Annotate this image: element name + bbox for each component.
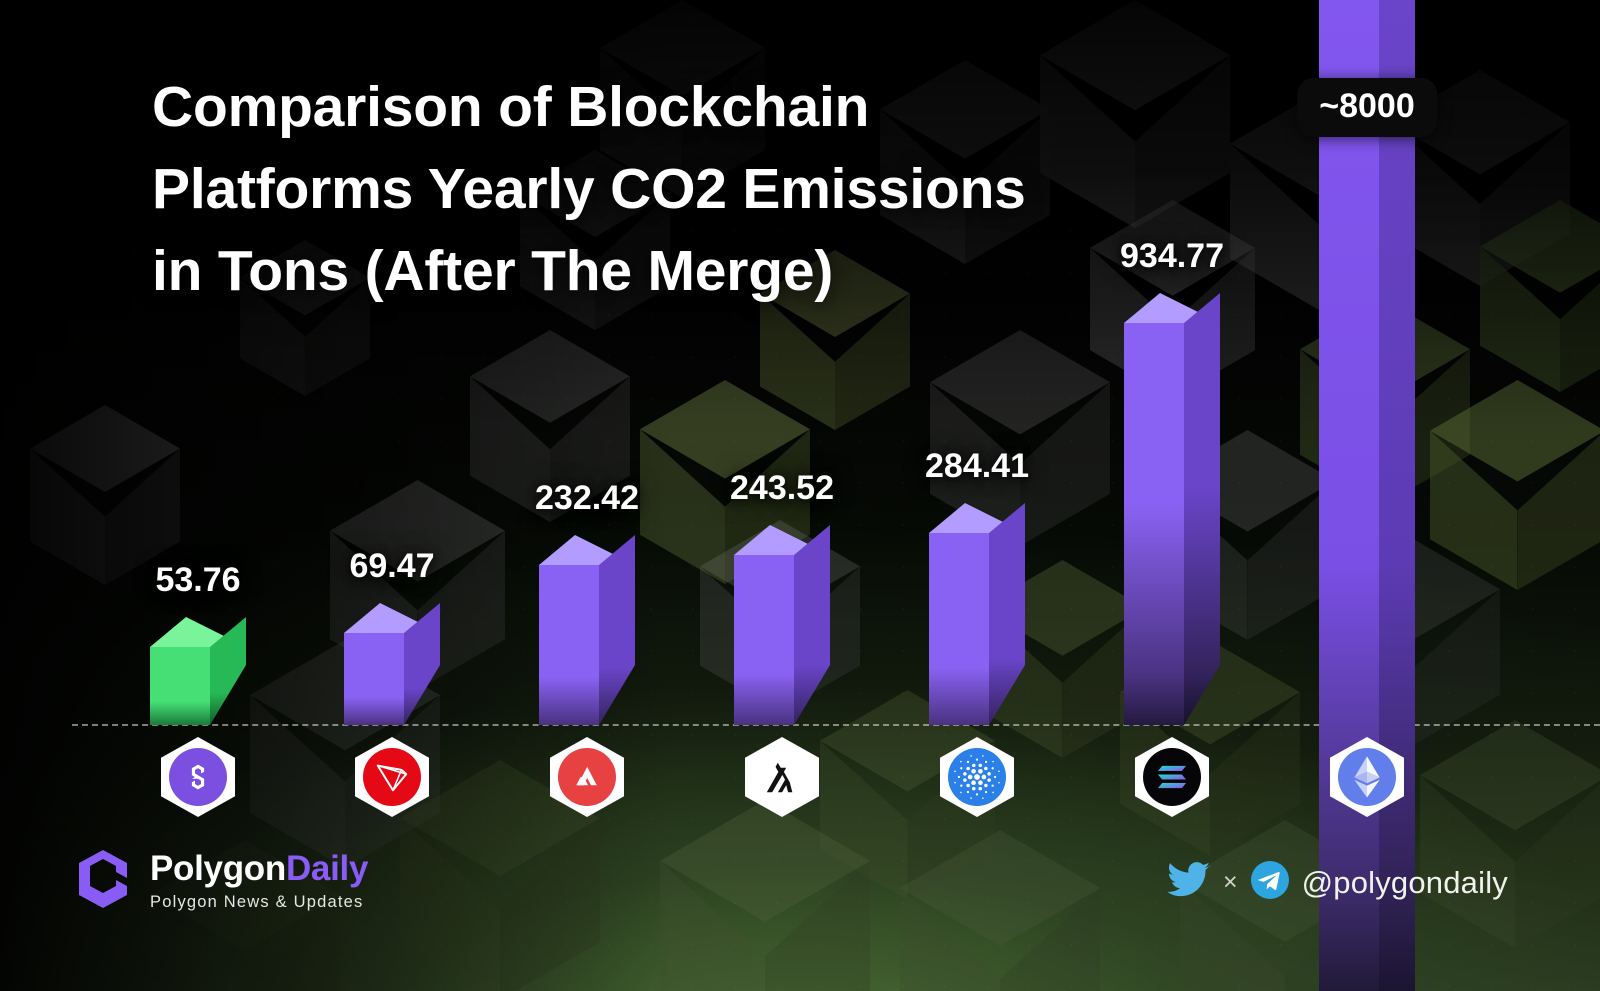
bar: [344, 603, 440, 725]
bar-left-face: [1124, 323, 1184, 725]
chart-title: Comparison of Blockchain Platforms Yearl…: [152, 75, 1026, 304]
polygon-daily-hex-icon: [72, 846, 134, 917]
bar-value-badge: ~8000: [1297, 78, 1437, 137]
bar: [1319, 0, 1415, 991]
brand-name-accent: Daily: [285, 848, 369, 888]
bar-right-face: [794, 525, 830, 725]
bar-value-label: 69.47: [349, 547, 435, 585]
bar-value-label: 284.41: [925, 447, 1029, 485]
bar-left-face: [344, 633, 404, 725]
ethereum-icon: [1330, 737, 1404, 817]
polygon-icon: [161, 737, 235, 817]
algorand-icon: [745, 737, 819, 817]
bar-left-face: [929, 533, 989, 725]
bar-left-face: [539, 565, 599, 725]
social-handle: @polygondaily: [1301, 864, 1508, 900]
social-handles: × @polygondaily: [1167, 861, 1508, 904]
ethereum-mark: [1338, 748, 1396, 806]
cardano-icon: [940, 737, 1014, 817]
bar-value-label: 934.77: [1120, 237, 1224, 275]
bar: [539, 535, 635, 725]
bar-value-label: 53.76: [155, 561, 241, 599]
bar-right-face: [599, 535, 635, 725]
chart-baseline: [72, 724, 1600, 726]
bar: [150, 617, 246, 725]
tron-mark: [363, 748, 421, 806]
polygon-mark: [169, 748, 227, 806]
solana-mark: [1143, 748, 1201, 806]
bar: [1124, 293, 1220, 725]
bar: [734, 525, 830, 725]
avalanche-icon: [550, 737, 624, 817]
brand-logo: PolygonDaily Polygon News & Updates: [72, 846, 368, 917]
brand-tagline: Polygon News & Updates: [150, 893, 364, 912]
solana-icon: [1135, 737, 1209, 817]
bar-value-label: 243.52: [730, 469, 834, 507]
bar: [929, 503, 1025, 725]
twitter-bird-icon[interactable]: [1167, 862, 1210, 903]
algorand-mark: [745, 737, 819, 817]
bar-right-face: [1379, 0, 1415, 991]
bar-right-face: [989, 503, 1025, 725]
brand-name: PolygonDaily: [150, 848, 369, 888]
bar-left-face: [1319, 0, 1379, 991]
bar-value-label: 232.42: [535, 479, 639, 517]
bar-left-face: [734, 555, 794, 725]
brand-name-primary: Polygon: [150, 848, 286, 888]
bar-left-face: [150, 647, 210, 725]
cardano-mark: [948, 748, 1006, 806]
tron-icon: [355, 737, 429, 817]
separator-symbol: ×: [1222, 868, 1238, 896]
bar-right-face: [1184, 293, 1220, 725]
telegram-icon[interactable]: [1250, 861, 1289, 904]
avalanche-mark: [558, 748, 616, 806]
